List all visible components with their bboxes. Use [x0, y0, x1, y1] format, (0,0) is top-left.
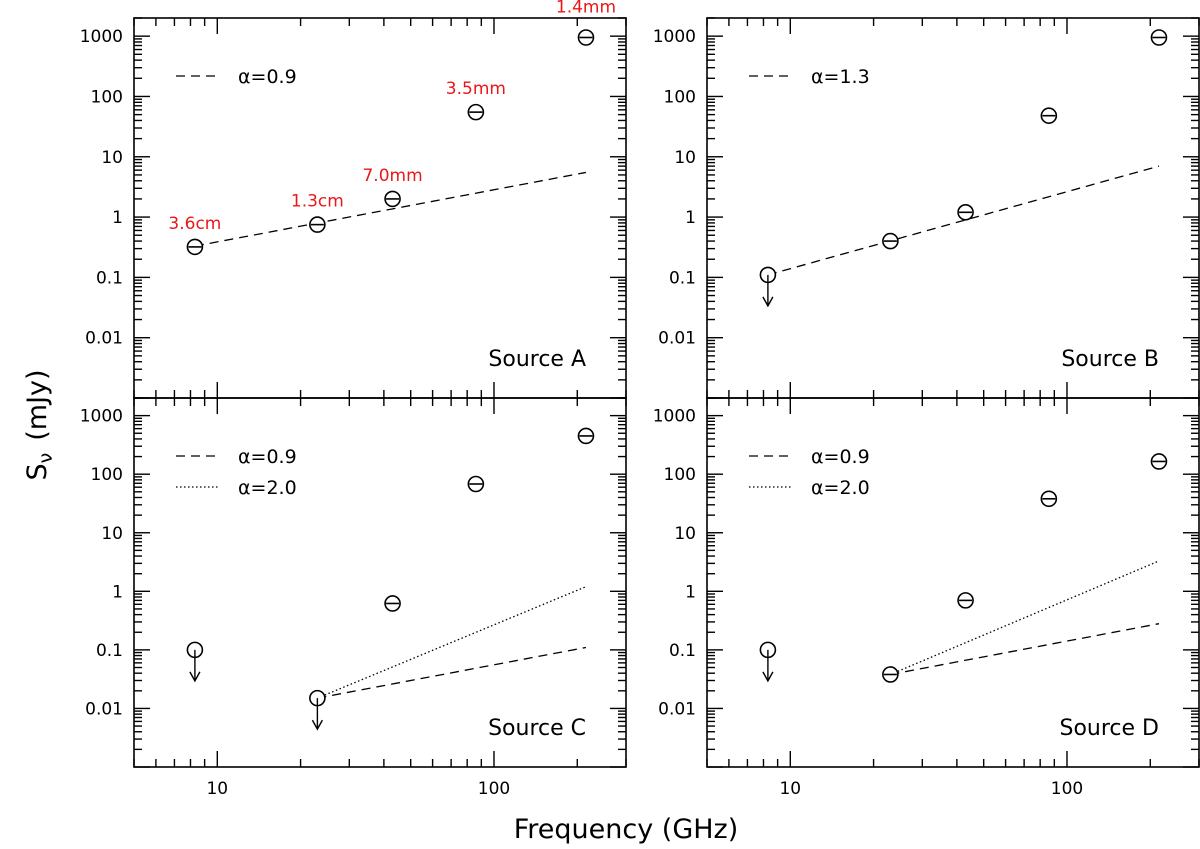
upper-limit-arrowhead — [189, 671, 201, 683]
y-tick-label: 0.01 — [85, 699, 123, 719]
upper-limit-arrowhead — [311, 719, 323, 731]
y-tick-label: 1 — [112, 582, 123, 602]
legend-label: α=0.9 — [238, 66, 297, 88]
upper-limit-arrowhead — [762, 296, 774, 308]
y-tick-label: 1 — [685, 582, 696, 602]
plot-frame — [133, 17, 627, 399]
y-tick-label: 0.01 — [658, 699, 696, 719]
band-label: 1.4mm — [556, 0, 616, 17]
band-label: 7.0mm — [362, 166, 422, 186]
fit-line-dashed — [767, 165, 1160, 276]
legend-label: α=0.9 — [811, 446, 870, 468]
panel-source-c: 10 100 0.01 0.1 1 10 100 1000 α=0.9 α=2.0 Source C — [80, 397, 627, 799]
y-tick-label: 1000 — [653, 407, 696, 427]
plot-frame — [706, 17, 1200, 399]
y-tick-label: 10 — [674, 148, 696, 168]
y-tick-label: 0.1 — [96, 268, 123, 288]
y-tick-label: 100 — [91, 87, 123, 107]
plot-frame — [706, 397, 1200, 768]
legend-label: α=2.0 — [811, 477, 870, 499]
y-tick-label: 1 — [685, 208, 696, 228]
y-tick-label: 1000 — [653, 27, 696, 47]
x-tick-label: 10 — [206, 779, 228, 799]
y-tick-label: 10 — [101, 524, 123, 544]
fit-line-dotted — [317, 586, 587, 699]
fit-line-dotted — [890, 560, 1160, 676]
y-tick-label: 10 — [101, 148, 123, 168]
y-axis-title: Sν (mJy) — [22, 369, 57, 480]
x-tick-label: 10 — [779, 779, 801, 799]
panel-label: Source B — [1061, 347, 1159, 372]
panel-label: Source D — [1060, 716, 1160, 741]
y-tick-label: 10 — [674, 524, 696, 544]
legend-label: α=2.0 — [238, 477, 297, 499]
y-tick-label: 1000 — [80, 27, 123, 47]
band-label: 3.6cm — [168, 214, 221, 234]
y-tick-label: 100 — [91, 465, 123, 485]
x-axis-title: Frequency (GHz) — [514, 814, 739, 845]
fit-line-dashed — [194, 171, 587, 247]
panels: 0.01 0.1 1 10 100 1000 3.6cm 1.3cm 7.0mm 3.5mm 1.4… — [80, 0, 1200, 799]
y-tick-label: 0.01 — [658, 329, 696, 349]
band-label: 3.5mm — [446, 79, 506, 99]
x-tick-label: 100 — [478, 779, 510, 799]
y-axis-title-unit: (mJy) — [22, 369, 53, 440]
y-axis-title-sub: ν — [35, 453, 57, 464]
upper-limit-arrowhead — [762, 671, 774, 683]
y-tick-label: 1000 — [80, 407, 123, 427]
y-tick-label: 100 — [664, 465, 696, 485]
y-tick-label: 0.01 — [85, 329, 123, 349]
y-tick-label: 1 — [112, 208, 123, 228]
x-tick-label: 100 — [1051, 779, 1083, 799]
legend-label: α=0.9 — [238, 446, 297, 468]
panel-source-b: 0.01 0.1 1 10 100 1000 α=1.3 Source B — [653, 17, 1200, 399]
panel-label: Source C — [488, 716, 586, 741]
panel-source-d: 10 100 0.01 0.1 1 10 100 1000 α=0.9 α=2.0 Source D — [653, 397, 1200, 799]
band-label: 1.3cm — [291, 192, 344, 212]
y-tick-label: 0.1 — [669, 641, 696, 661]
fit-line-dashed — [890, 623, 1160, 676]
y-axis-title-main: S — [22, 463, 53, 480]
panel-label: Source A — [488, 347, 586, 372]
plot-frame — [133, 397, 627, 768]
fit-line-dashed — [317, 646, 587, 699]
panel-source-a: 0.01 0.1 1 10 100 1000 3.6cm 1.3cm 7.0mm 3.5mm 1.4… — [80, 0, 627, 399]
y-tick-label: 0.1 — [669, 268, 696, 288]
y-tick-label: 0.1 — [96, 641, 123, 661]
legend-label: α=1.3 — [811, 66, 870, 88]
y-tick-label: 100 — [664, 87, 696, 107]
